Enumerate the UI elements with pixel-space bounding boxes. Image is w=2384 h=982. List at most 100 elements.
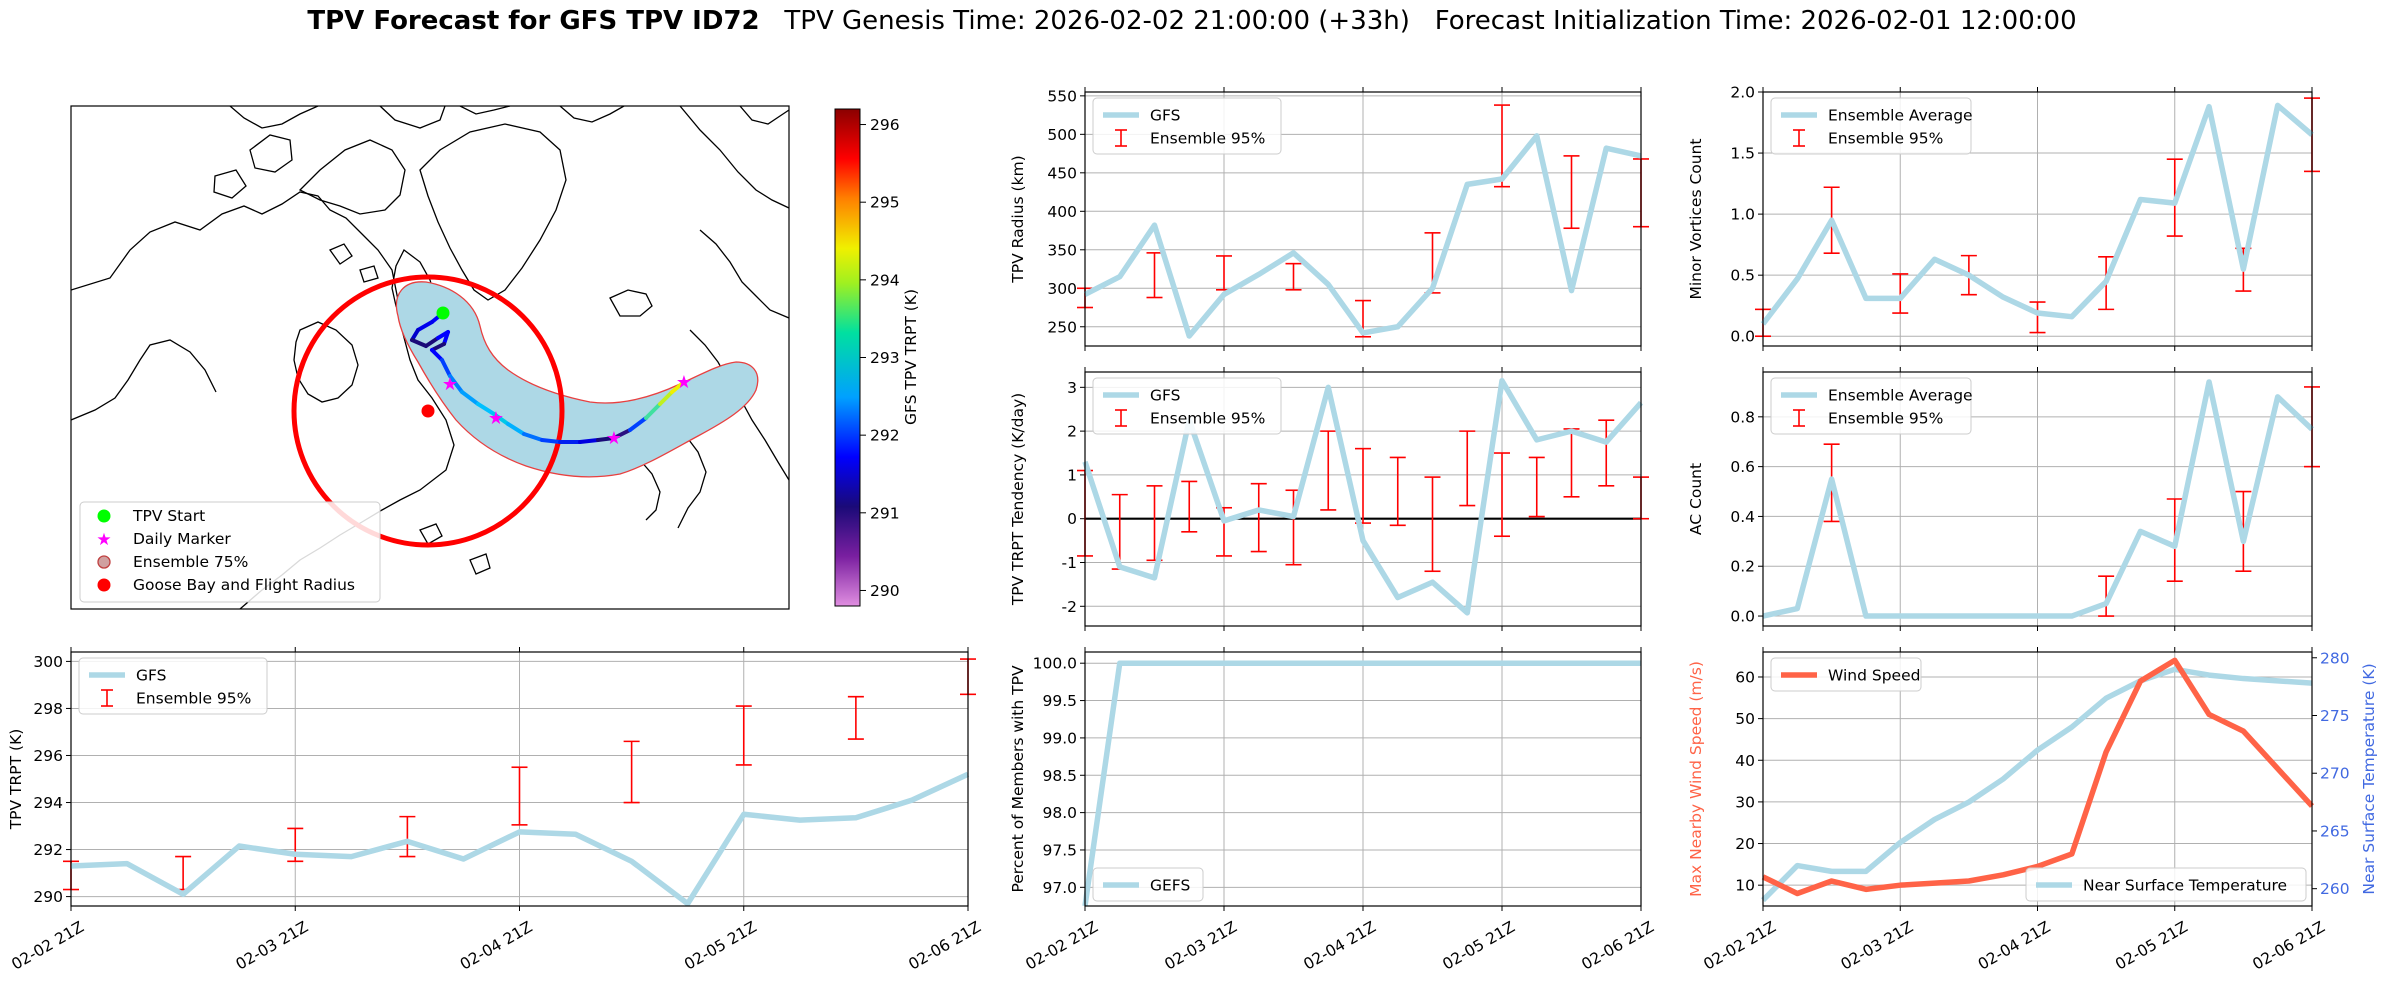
y-tick-label: 1.5 — [1730, 145, 1755, 163]
y-tick-label: 98.5 — [1042, 767, 1077, 785]
x-tick-label: 02-04 21Z — [1975, 918, 2054, 974]
y-right-tick-label: 265 — [2320, 822, 2350, 840]
colorbar-tick-label: 296 — [870, 116, 900, 134]
series-line — [1083, 133, 1642, 339]
daily-marker-star: ★ — [606, 428, 622, 449]
y-right-axis-label: Near Surface Temperature (K) — [2360, 663, 2378, 894]
y-tick-label: -1 — [1062, 554, 1077, 572]
legend-label: Near Surface Temperature — [2083, 877, 2287, 895]
y-tick-label: 0.5 — [1730, 267, 1755, 285]
y-right-tick-label: 270 — [2320, 765, 2350, 783]
track-segment — [430, 348, 444, 362]
error-bar — [1389, 456, 1406, 527]
legend-label: Ensemble 95% — [1828, 130, 1943, 148]
colorbar: 290 291 292 293 294 295 296 GFS TPV TRPT (K) — [834, 108, 920, 607]
map-legend-item: Goose Bay and Flight Radius — [133, 576, 355, 594]
chart-radius: 250 300 350 400 450 500 550 TPV Radius (km) GFS E… — [1009, 87, 1649, 351]
y-right-tick-label: 275 — [2320, 707, 2350, 725]
track-segment — [670, 380, 686, 394]
title-init: Forecast Initialization Time: 2026-02-01… — [1434, 6, 2077, 36]
legend-goose-bay-icon — [97, 578, 111, 592]
y-tick-label: 294 — [33, 794, 63, 812]
chart-minor: 0.0 0.5 1.0 1.5 2.0 Minor Vortices Count Ensem… — [1687, 84, 2320, 351]
x-tick-label: 02-06 21Z — [905, 918, 984, 974]
y-tick-label: 300 — [33, 653, 63, 671]
error-bar — [1285, 262, 1302, 291]
error-bar — [1146, 252, 1163, 299]
map-legend: TPV Start ★ Daily Marker Ensemble 75% Go… — [79, 501, 381, 603]
legend-error-swatch — [1793, 129, 1805, 147]
x-tick-label: 02-02 21Z — [8, 918, 87, 974]
flight-radius-circle — [291, 274, 565, 548]
legend-ensemble-icon — [97, 555, 111, 569]
legend-star-icon: ★ — [96, 530, 111, 550]
legend-error-swatch — [1115, 129, 1127, 147]
y-tick-label: 296 — [33, 747, 63, 765]
colorbar-tick-label: 292 — [870, 427, 900, 445]
axes-frame — [1762, 651, 2313, 907]
error-bar — [399, 815, 416, 858]
legend: GFS Ensemble 95% — [78, 657, 268, 715]
legend: GEFS — [1092, 867, 1204, 902]
y-tick-label: 2 — [1067, 423, 1077, 441]
x-tick-label: 02-02 21Z — [1700, 918, 1779, 974]
daily-marker-star: ★ — [488, 408, 504, 429]
y-tick-label: 0 — [1067, 510, 1077, 528]
x-tick-label: 02-05 21Z — [1439, 918, 1518, 974]
x-tick-label: 02-03 21Z — [1838, 918, 1917, 974]
error-bar — [2098, 575, 2115, 617]
error-bar — [1494, 104, 1510, 188]
legend: Wind Speed — [1770, 657, 1922, 692]
series-line — [1762, 379, 2314, 619]
legend: GFS Ensemble 95% — [1092, 97, 1282, 155]
axes-frame — [1084, 371, 1642, 627]
map-legend-item: Ensemble 75% — [133, 553, 248, 571]
x-tick-label: 02-05 21Z — [2112, 918, 2191, 974]
daily-markers: ★ ★ ★ ★ — [442, 372, 692, 449]
y-tick-label: 500 — [1047, 126, 1077, 144]
title-bold: TPV Forecast for GFS TPV ID72 — [307, 6, 760, 36]
y-tick-label: 99.5 — [1042, 692, 1077, 710]
track-segment — [540, 438, 562, 444]
y-tick-label: 20 — [1735, 835, 1755, 853]
y-tick-label: 250 — [1047, 318, 1077, 336]
axes-frame — [1084, 651, 1642, 907]
legend-label: GEFS — [1150, 877, 1190, 895]
track-segment — [442, 330, 450, 346]
y-tick-label: 400 — [1047, 203, 1077, 221]
y-axis-label: AC Count — [1687, 463, 1705, 535]
y-tick-label: 350 — [1047, 241, 1077, 259]
legend: Ensemble Average Ensemble 95% — [1770, 97, 1973, 155]
y-axis-label: Percent of Members with TPV — [1009, 665, 1027, 893]
x-tick-label: 02-04 21Z — [457, 918, 536, 974]
axes-frame — [70, 651, 969, 907]
legend-box — [1092, 97, 1282, 155]
y-tick-label: 298 — [33, 700, 63, 718]
legend-error-swatch — [101, 689, 113, 707]
y-tick-label: 97.5 — [1042, 841, 1077, 859]
y-tick-label: 60 — [1735, 668, 1755, 686]
chart-tendency: -2 -1 0 1 2 3 TPV TRPT Tendency (K/day) GFS Ense… — [1009, 367, 1649, 631]
map-legend-item: TPV Start — [132, 507, 205, 525]
track-segment — [448, 374, 464, 394]
axes-frame — [1084, 91, 1642, 347]
y-tick-label: 1 — [1067, 466, 1077, 484]
y-tick-label: 292 — [33, 841, 63, 859]
error-bar — [1250, 482, 1267, 553]
legend: Ensemble Average Ensemble 95% — [1770, 377, 1973, 435]
error-bar — [1494, 452, 1510, 538]
x-tick-label: 02-03 21Z — [233, 918, 312, 974]
legend-box — [1770, 657, 1922, 692]
track-segment — [612, 428, 632, 440]
track-segment — [658, 390, 674, 406]
title-genesis: TPV Genesis Time: 2026-02-02 21:00:00 (+… — [784, 6, 1410, 36]
y-tick-label: 97.0 — [1042, 879, 1077, 897]
y-tick-label: 10 — [1735, 877, 1755, 895]
ensemble-75-region — [395, 281, 759, 478]
y-tick-label: 0.0 — [1730, 608, 1755, 626]
error-bar — [1563, 155, 1580, 230]
track-segment — [628, 416, 648, 432]
legend-label: Ensemble Average — [1828, 387, 1973, 405]
legend-label: Ensemble 95% — [136, 690, 251, 708]
